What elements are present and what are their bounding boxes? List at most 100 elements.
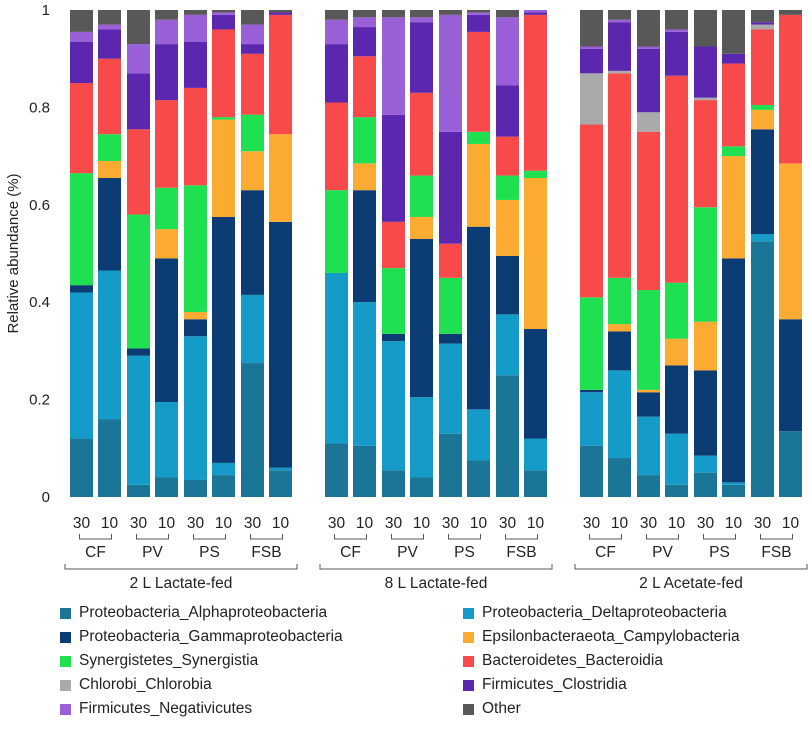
bar-segment (665, 338, 688, 366)
bar-segment (722, 258, 745, 483)
bar-segment (722, 146, 745, 157)
bar-segment (382, 341, 405, 471)
bar-segment (353, 56, 376, 118)
legend-swatch (463, 607, 474, 619)
bar-segment (410, 477, 433, 497)
bar-segment (241, 190, 264, 295)
bar-segment (665, 10, 688, 30)
bar-segment (127, 348, 150, 356)
bar-segment (410, 10, 433, 18)
bar-segment (439, 14, 462, 132)
reactor-bracket (136, 534, 169, 540)
y-tick-label: 1 (42, 2, 50, 19)
legend-swatch (463, 679, 474, 691)
legend-label: Firmicutes_Clostridia (482, 676, 627, 693)
bar-segment (184, 10, 207, 15)
bar-segment (637, 10, 660, 47)
bar-segment (580, 124, 603, 298)
bar-segment (184, 479, 207, 497)
legend-label: Proteobacteria_Gammaproteobacteria (79, 628, 343, 645)
legend-swatch (60, 679, 71, 691)
bar-segment (779, 319, 802, 432)
bar-segment (98, 419, 121, 497)
group-label: 2 L Acetate-fed (639, 575, 743, 592)
reactor-label: CF (85, 544, 106, 561)
sample-label: 30 (244, 515, 262, 532)
bar-segment (184, 185, 207, 312)
bar-segment (751, 24, 774, 30)
bar-segment (70, 10, 93, 32)
sample-label: 10 (782, 515, 800, 532)
bar-segment (212, 117, 235, 120)
bar-segment (694, 46, 717, 98)
reactor-label: FSB (506, 544, 536, 561)
legend-label: Bacteroidetes_Bacteroidia (482, 652, 663, 669)
bar-segment (467, 31, 490, 132)
bar-segment (98, 178, 121, 271)
bar-segment (665, 282, 688, 339)
legend-swatch (60, 631, 71, 643)
bar-segment (496, 255, 519, 315)
sample-label: 10 (215, 515, 233, 532)
bar-segment (580, 10, 603, 47)
bar-segment (98, 134, 121, 161)
sample-label: 10 (356, 515, 374, 532)
bar-segment (637, 112, 660, 132)
bar-segment (382, 17, 405, 115)
sample-label: 30 (442, 515, 460, 532)
bar-segment (524, 170, 547, 179)
bar-segment (98, 10, 121, 25)
bar-segment (325, 10, 348, 20)
bar-segment (637, 290, 660, 390)
legend-label: Other (482, 700, 521, 717)
bar-segment (439, 433, 462, 497)
bar-segment (127, 214, 150, 349)
bar-segment (580, 73, 603, 125)
bar-segment (722, 156, 745, 259)
legend-label: Proteobacteria_Alphaproteobacteria (79, 604, 328, 621)
bar-segment (694, 321, 717, 371)
bar-segment (467, 460, 490, 497)
bar-segment (496, 17, 519, 86)
bar-segment (212, 29, 235, 118)
bar-segment (241, 363, 264, 497)
bar-segment (127, 10, 150, 45)
bar-segment (467, 143, 490, 227)
bar-segment (524, 12, 547, 15)
bar-segment (382, 10, 405, 18)
reactor-bracket (505, 534, 538, 540)
bar-segment (580, 48, 603, 74)
reactor-label: FSB (251, 544, 281, 561)
bar-segment (70, 438, 93, 497)
bar-segment (665, 365, 688, 434)
legend-swatch (463, 703, 474, 715)
bar-segment (410, 175, 433, 217)
bar-segment (524, 178, 547, 329)
bar-segment (155, 402, 178, 478)
bar-segment (241, 151, 264, 191)
reactor-bracket (448, 534, 481, 540)
sample-label: 30 (640, 515, 658, 532)
bar-segment (580, 46, 603, 49)
y-axis-label: Relative abundance (%) (5, 173, 22, 333)
bar-segment (608, 22, 631, 71)
bar-segment (779, 14, 802, 164)
legend-swatch (60, 655, 71, 667)
bar-segment (496, 199, 519, 256)
reactor-label: PS (709, 544, 730, 561)
sample-label: 10 (725, 515, 743, 532)
bar-segment (353, 445, 376, 497)
bar-segment (410, 238, 433, 398)
bar-segment (580, 297, 603, 390)
bar-segment (353, 117, 376, 164)
sample-label: 10 (101, 515, 119, 532)
reactor-label: PS (454, 544, 475, 561)
bar-segment (184, 41, 207, 88)
y-tick-label: 0.6 (29, 197, 50, 214)
bar-segment (751, 234, 774, 242)
bar-segment (439, 10, 462, 15)
sample-label: 30 (385, 515, 403, 532)
reactor-bracket (250, 534, 283, 540)
reactor-label: CF (340, 544, 361, 561)
reactor-bracket (334, 534, 367, 540)
